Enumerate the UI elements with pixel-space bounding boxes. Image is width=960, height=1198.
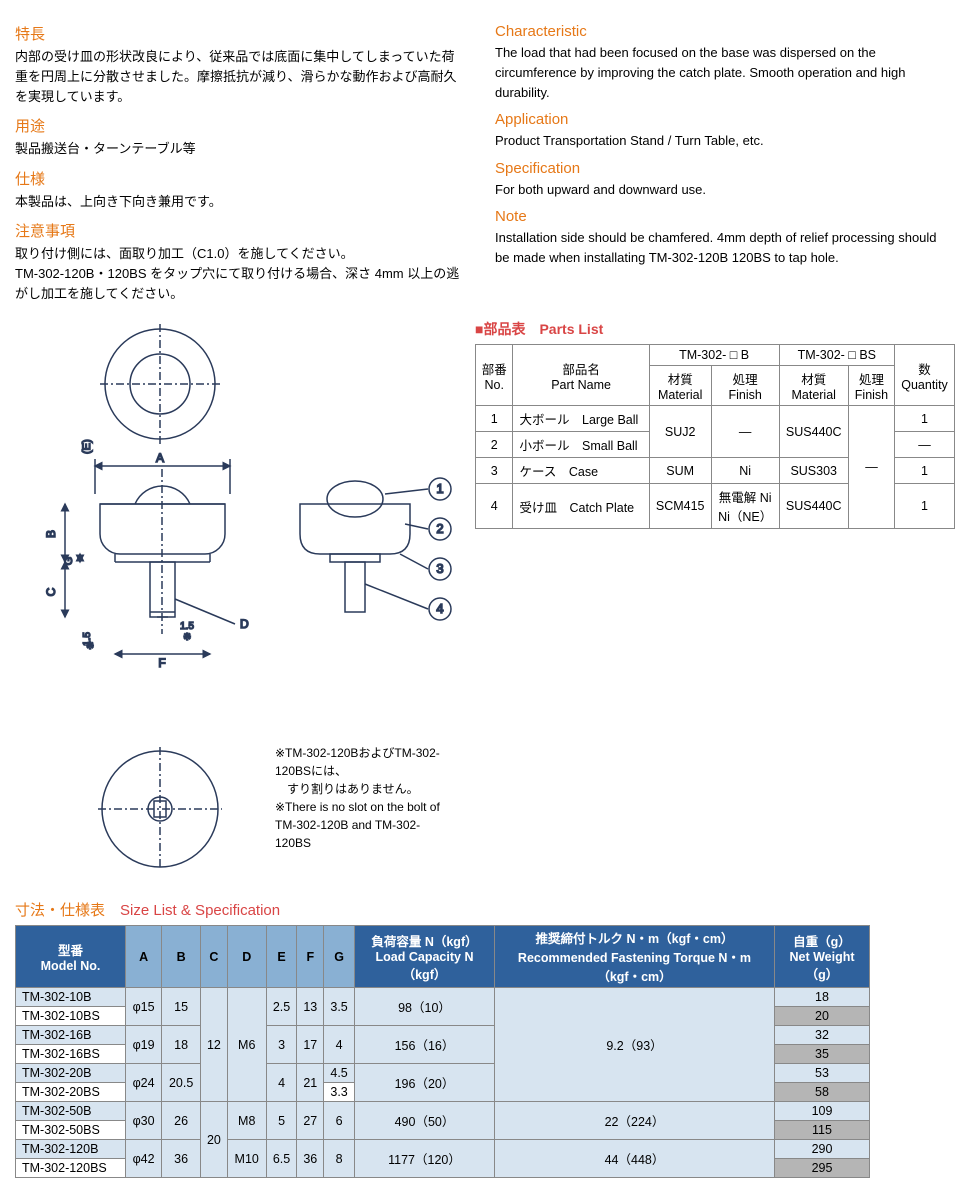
- svg-text:1.5: 1.5: [180, 621, 194, 632]
- parts-list-table: 部番No. 部品名Part Name TM-302- □ B TM-302- □…: [475, 344, 955, 529]
- svg-text:(E): (E): [81, 439, 93, 454]
- jp-spec-body: 本製品は、上向き下向き兼用です。: [15, 192, 465, 212]
- jp-note-heading: 注意事項: [15, 220, 465, 241]
- en-features-heading: Characteristic: [495, 23, 945, 40]
- svg-text:A: A: [156, 451, 164, 465]
- description-columns: 特長 内部の受け皿の形状改良により、従来品では底面に集中してしまっていた荷重を円…: [15, 15, 945, 304]
- jp-note-body: 取り付け側には、面取り加工（C1.0）を施してください。 TM-302-120B…: [15, 244, 465, 304]
- svg-text:※: ※: [183, 632, 191, 643]
- svg-text:B: B: [44, 530, 58, 538]
- diagram-note-jp: ※TM-302-120BおよびTM-302-120BSには、 すり割りはありませ…: [275, 744, 455, 798]
- en-application-body: Product Transportation Stand / Turn Tabl…: [495, 131, 945, 151]
- svg-text:4: 4: [436, 601, 443, 616]
- en-note-body: Installation side should be chamfered. 4…: [495, 228, 945, 268]
- en-features-body: The load that had been focused on the ba…: [495, 43, 945, 103]
- diagram-note-en: ※There is no slot on the bolt of TM-302-…: [275, 798, 455, 852]
- size-spec-table: 型番Model No. A B C D E F G 負荷容量 N（kgf）Loa…: [15, 925, 870, 1178]
- svg-text:F: F: [158, 656, 165, 670]
- jp-column: 特長 内部の受け皿の形状改良により、従来品では底面に集中してしまっていた荷重を円…: [15, 15, 465, 304]
- jp-application-body: 製品搬送台・ターンテーブル等: [15, 139, 465, 159]
- svg-text:1: 1: [436, 481, 443, 496]
- diagram-and-parts-area: A (E): [15, 319, 945, 879]
- en-spec-body: For both upward and downward use.: [495, 180, 945, 200]
- parts-list-heading: ■部品表 Parts List: [475, 319, 955, 339]
- parts-list-block: ■部品表 Parts List 部番No. 部品名Part Name TM-30…: [475, 319, 955, 529]
- en-application-heading: Application: [495, 111, 945, 128]
- en-spec-heading: Specification: [495, 160, 945, 177]
- jp-application-heading: 用途: [15, 115, 465, 136]
- svg-text:2: 2: [436, 521, 443, 536]
- size-heading: 寸法・仕様表 Size List & Specification: [15, 899, 945, 920]
- jp-spec-heading: 仕様: [15, 168, 465, 189]
- en-column: Characteristic The load that had been fo…: [495, 15, 945, 304]
- svg-text:C: C: [44, 587, 58, 596]
- jp-features-heading: 特長: [15, 23, 465, 44]
- diagram-block: A (E): [15, 319, 455, 879]
- svg-text:3: 3: [436, 561, 443, 576]
- svg-text:D: D: [240, 617, 249, 631]
- svg-text:※: ※: [86, 641, 94, 652]
- en-note-heading: Note: [495, 208, 945, 225]
- technical-drawing: A (E): [15, 319, 455, 869]
- jp-features-body: 内部の受け皿の形状改良により、従来品では底面に集中してしまっていた荷重を円周上に…: [15, 47, 465, 107]
